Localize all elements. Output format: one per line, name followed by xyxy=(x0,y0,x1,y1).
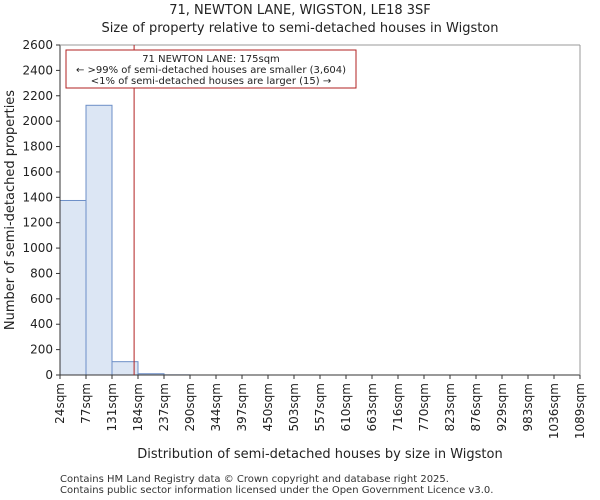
y-tick-label: 200 xyxy=(30,343,53,357)
x-tick-label: 1036sqm xyxy=(547,383,561,439)
x-tick-label: 344sqm xyxy=(209,383,223,431)
y-tick-label: 2600 xyxy=(22,38,53,52)
y-tick-label: 1600 xyxy=(22,165,53,179)
y-tick-label: 2000 xyxy=(22,114,53,128)
x-tick-label: 1089sqm xyxy=(573,383,587,439)
footer-licence: Contains public sector information licen… xyxy=(60,485,494,496)
y-tick-label: 600 xyxy=(30,292,53,306)
x-tick-label: 450sqm xyxy=(261,383,275,431)
x-tick-label: 131sqm xyxy=(105,383,119,431)
y-tick-label: 1800 xyxy=(22,140,53,154)
y-tick-label: 1000 xyxy=(22,241,53,255)
y-tick-label: 800 xyxy=(30,266,53,280)
y-axis-label: Number of semi-detached properties xyxy=(3,90,18,330)
y-tick-label: 1400 xyxy=(22,190,53,204)
bar-77sqm xyxy=(85,104,113,376)
x-tick-label: 663sqm xyxy=(365,383,379,431)
y-tick-label: 2400 xyxy=(22,63,53,77)
bar-24sqm xyxy=(59,199,87,376)
annotation-box xyxy=(65,49,357,89)
y-tick-label: 1200 xyxy=(22,216,53,230)
x-axis-ticks: 24sqm 77sqm 131sqm 184sqm 237sqm 290sqm 344sqm… xyxy=(53,375,587,439)
chart-title-address: 71, NEWTON LANE, WIGSTON, LE18 3SF xyxy=(169,3,431,18)
footer-copyright: Contains HM Land Registry data © Crown c… xyxy=(60,474,449,485)
x-tick-label: 24sqm xyxy=(53,383,67,424)
y-tick-label: 0 xyxy=(45,368,53,382)
y-tick-label: 400 xyxy=(30,317,53,331)
y-tick-label: 2200 xyxy=(22,89,53,103)
x-tick-label: 716sqm xyxy=(391,383,405,431)
x-axis-label: Distribution of semi-detached houses by … xyxy=(137,447,502,462)
y-axis-ticks: 0 200 400 600 800 1000 1200 1400 1600 1800 2000 220… xyxy=(22,38,60,382)
annotation-line-1: 71 NEWTON LANE: 175sqm xyxy=(142,54,280,65)
x-tick-label: 770sqm xyxy=(417,383,431,431)
x-tick-label: 610sqm xyxy=(339,383,353,431)
x-tick-label: 290sqm xyxy=(183,383,197,431)
bars-group xyxy=(59,104,191,376)
chart-title: Size of property relative to semi-detach… xyxy=(101,21,499,36)
x-tick-label: 503sqm xyxy=(287,383,301,431)
x-tick-label: 397sqm xyxy=(235,383,249,431)
x-tick-label: 184sqm xyxy=(131,383,145,431)
annotation-line-3: <1% of semi-detached houses are larger (… xyxy=(91,76,331,87)
x-tick-label: 237sqm xyxy=(157,383,171,431)
annotation-line-2: ← >99% of semi-detached houses are small… xyxy=(76,65,346,76)
x-tick-label: 876sqm xyxy=(469,383,483,431)
x-tick-label: 823sqm xyxy=(443,383,457,431)
x-tick-label: 929sqm xyxy=(495,383,509,431)
x-tick-label: 557sqm xyxy=(313,383,327,431)
x-tick-label: 983sqm xyxy=(521,383,535,431)
x-tick-label: 77sqm xyxy=(79,383,93,424)
